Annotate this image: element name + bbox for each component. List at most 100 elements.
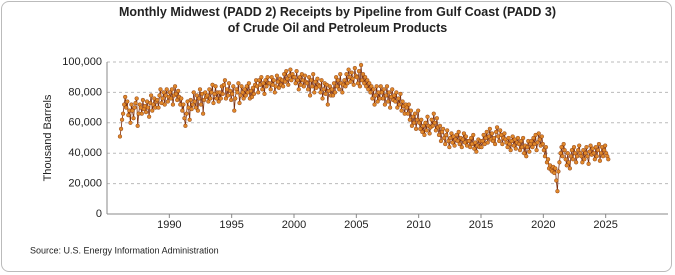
data-point bbox=[564, 163, 569, 168]
chart-frame bbox=[1, 1, 672, 272]
data-point bbox=[335, 84, 340, 89]
data-point bbox=[187, 117, 192, 122]
data-point bbox=[566, 160, 571, 165]
data-point bbox=[233, 96, 238, 101]
data-point bbox=[354, 75, 359, 80]
data-point bbox=[241, 96, 246, 101]
data-point bbox=[585, 154, 590, 159]
data-point bbox=[506, 135, 511, 141]
data-point bbox=[272, 90, 277, 95]
data-point bbox=[355, 81, 361, 86]
data-point bbox=[455, 138, 460, 144]
x-tick-label: 1990 bbox=[157, 219, 181, 231]
data-point bbox=[594, 154, 599, 159]
data-point bbox=[569, 148, 574, 153]
data-point bbox=[149, 93, 154, 98]
data-point bbox=[591, 151, 596, 156]
data-point bbox=[415, 117, 420, 122]
data-point bbox=[150, 108, 155, 113]
data-point bbox=[201, 111, 206, 116]
data-point bbox=[117, 134, 123, 139]
data-point bbox=[541, 148, 546, 153]
data-point bbox=[543, 145, 549, 150]
data-point bbox=[269, 75, 274, 80]
data-point bbox=[554, 178, 559, 183]
data-point bbox=[513, 146, 518, 151]
data-point bbox=[221, 82, 227, 87]
data-point bbox=[570, 157, 576, 162]
data-point bbox=[243, 93, 248, 98]
data-point bbox=[346, 67, 351, 72]
data-point bbox=[388, 105, 393, 110]
data-point bbox=[276, 85, 282, 90]
data-point bbox=[198, 102, 204, 107]
data-point bbox=[327, 84, 333, 89]
y-tick-label: 100,000 bbox=[62, 56, 102, 68]
data-point bbox=[472, 146, 477, 151]
data-point bbox=[297, 75, 302, 80]
data-point bbox=[460, 137, 465, 142]
data-point bbox=[285, 76, 290, 81]
data-point bbox=[195, 108, 200, 113]
data-point bbox=[486, 134, 491, 139]
data-point bbox=[173, 91, 179, 97]
data-point bbox=[535, 140, 540, 145]
data-point bbox=[474, 149, 479, 154]
data-point bbox=[158, 87, 163, 92]
data-point bbox=[565, 151, 570, 156]
data-point bbox=[336, 78, 341, 83]
data-point bbox=[393, 99, 398, 104]
data-point bbox=[295, 78, 300, 83]
data-point bbox=[357, 84, 363, 89]
data-point bbox=[518, 138, 524, 144]
data-point bbox=[124, 105, 129, 110]
data-point bbox=[500, 141, 505, 147]
data-point bbox=[387, 90, 392, 95]
data-point bbox=[220, 91, 225, 97]
data-point bbox=[558, 151, 563, 156]
data-point bbox=[306, 75, 312, 80]
data-point bbox=[438, 138, 444, 144]
data-point bbox=[330, 93, 336, 98]
data-point bbox=[375, 99, 380, 104]
y-tick-label: 0 bbox=[96, 208, 102, 220]
data-point bbox=[577, 143, 582, 148]
data-point bbox=[304, 81, 310, 86]
data-point bbox=[214, 96, 219, 101]
data-point bbox=[572, 151, 578, 156]
data-point bbox=[167, 90, 172, 95]
data-point bbox=[412, 111, 418, 116]
data-point bbox=[559, 145, 564, 150]
data-point bbox=[372, 102, 377, 107]
data-point bbox=[239, 84, 244, 89]
data-point bbox=[265, 75, 270, 80]
data-point bbox=[129, 102, 134, 107]
data-point bbox=[405, 111, 410, 116]
data-point bbox=[119, 117, 125, 122]
data-point bbox=[524, 154, 529, 159]
data-point bbox=[516, 141, 521, 147]
data-point bbox=[362, 81, 367, 86]
data-point bbox=[406, 102, 411, 107]
data-point bbox=[184, 111, 189, 116]
data-point bbox=[367, 81, 372, 86]
data-point bbox=[262, 91, 267, 97]
data-point bbox=[471, 132, 476, 138]
data-point bbox=[485, 140, 490, 145]
data-point bbox=[418, 126, 423, 131]
data-point bbox=[274, 73, 280, 78]
y-axis-label: Thousand Barrels bbox=[42, 94, 54, 181]
data-point bbox=[571, 145, 577, 150]
data-point bbox=[223, 96, 229, 101]
data-point bbox=[410, 114, 416, 119]
chart-title: Monthly Midwest (PADD 2) Receipts by Pip… bbox=[118, 5, 557, 35]
data-point bbox=[587, 149, 592, 154]
data-point bbox=[349, 70, 354, 75]
data-point bbox=[408, 108, 414, 113]
data-point bbox=[311, 72, 316, 77]
data-point bbox=[352, 65, 357, 71]
data-point bbox=[596, 141, 602, 147]
data-point bbox=[583, 151, 588, 156]
data-point bbox=[206, 99, 211, 104]
data-point bbox=[151, 102, 156, 107]
